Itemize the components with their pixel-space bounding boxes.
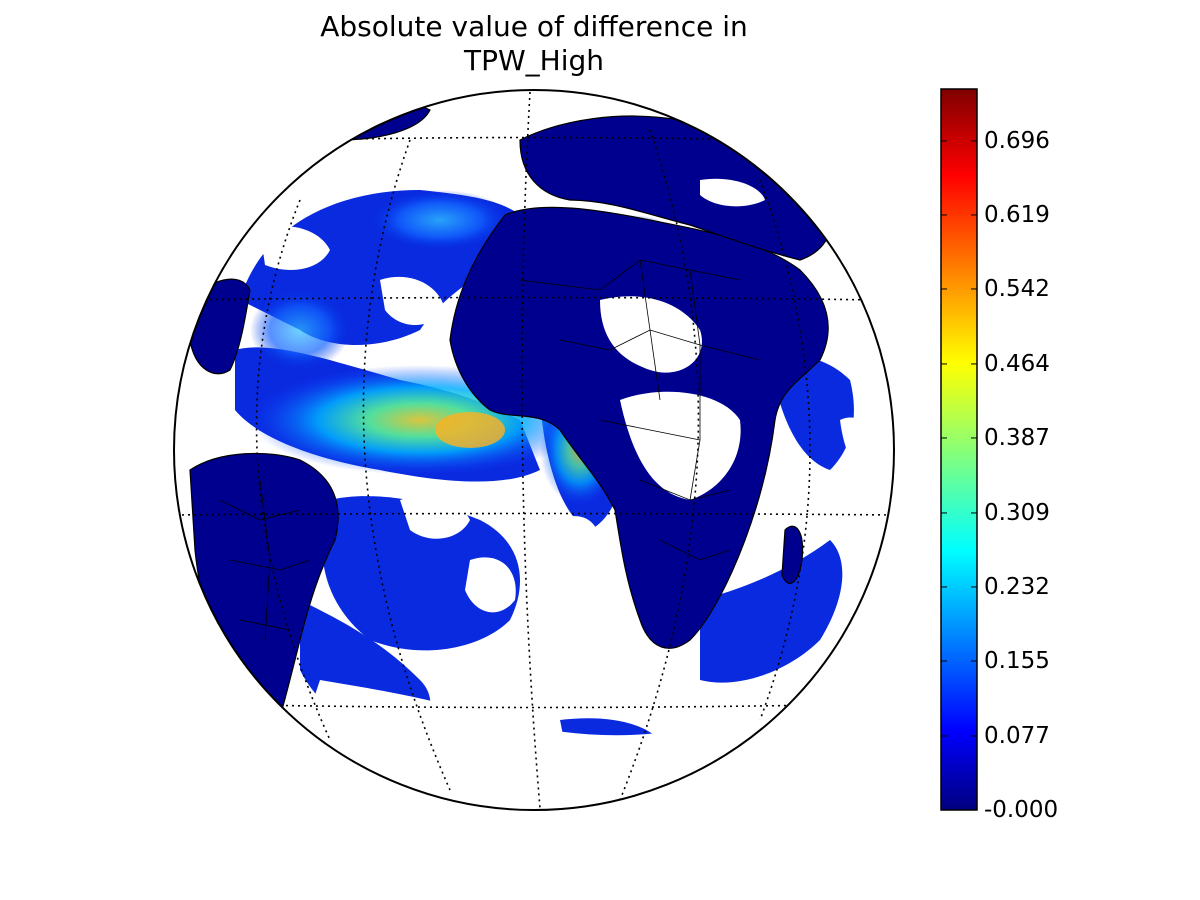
colorbar-tick-label: 0.464: [984, 350, 1050, 377]
cloud-mask: [260, 146, 876, 810]
colorbar-tick-label: 0.309: [984, 499, 1050, 526]
page-title: Absolute value of difference in TPW_High: [234, 10, 834, 78]
north-atlantic-anomaly: [370, 190, 510, 250]
colorbar-tick-label: 0.155: [984, 647, 1050, 674]
colorbar-tick-label: 0.387: [984, 424, 1050, 451]
peak-anomaly: [435, 412, 505, 448]
country-borders: [219, 259, 761, 641]
colorbar-tick-label: 0.077: [984, 722, 1050, 749]
colorbar-tick-label: -0.000: [984, 797, 1059, 823]
title-line-2: TPW_High: [463, 44, 605, 77]
madagascar: [781, 525, 804, 585]
graticule: [174, 91, 894, 809]
colorbar-tick-label: 0.232: [984, 573, 1050, 600]
colorbar-tick-label: 0.542: [984, 275, 1050, 302]
colorbar-tick-label: 0.619: [984, 201, 1050, 228]
colorbar-ticks: [941, 140, 977, 811]
colorbar-frame: [940, 88, 978, 811]
globe-outline: [173, 89, 895, 811]
western-atlantic-anomaly: [250, 290, 350, 370]
title-line-1: Absolute value of difference in: [320, 10, 748, 43]
colorbar-tick-label: 0.696: [984, 127, 1050, 154]
colorbar-gradient: [941, 89, 977, 810]
